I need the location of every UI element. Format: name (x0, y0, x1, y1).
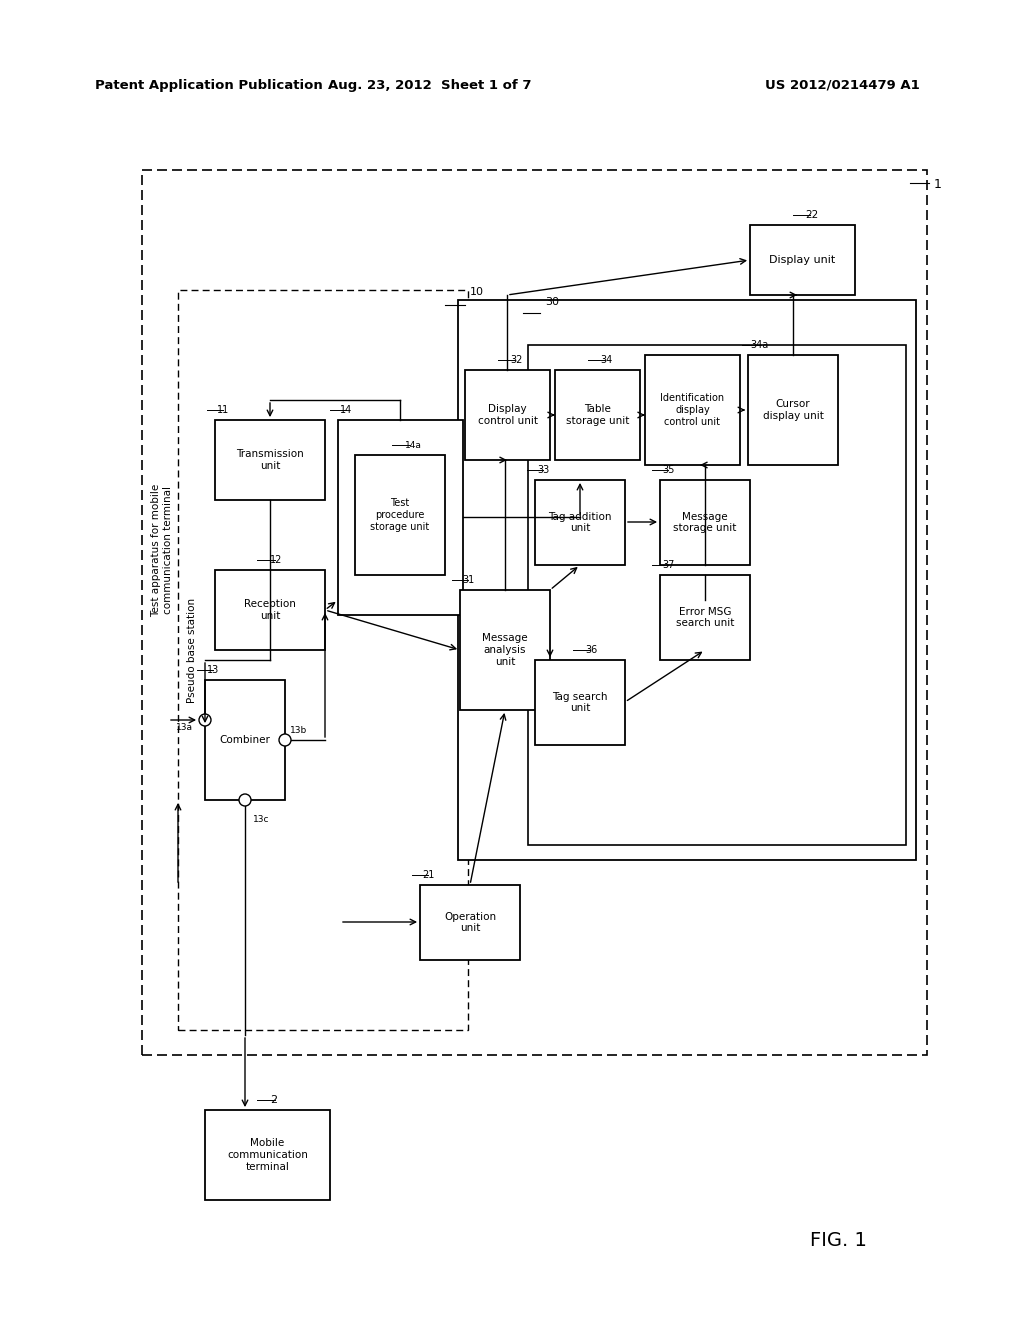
Bar (215, 570, 325, 649)
Text: Table
storage unit: Table storage unit (566, 404, 629, 426)
Text: 33: 33 (537, 465, 549, 475)
Text: 22: 22 (805, 210, 818, 220)
Text: 13b: 13b (290, 726, 307, 735)
Text: 36: 36 (585, 645, 597, 655)
Text: Control unit: Control unit (370, 512, 431, 523)
Bar (748, 355, 838, 465)
Text: 34a: 34a (750, 341, 768, 350)
Text: 37: 37 (662, 560, 675, 570)
Text: Reception
unit: Reception unit (244, 599, 296, 620)
Text: Operation
unit: Operation unit (444, 912, 496, 933)
Text: 30: 30 (545, 297, 559, 308)
Text: Error MSG
search unit: Error MSG search unit (676, 607, 734, 628)
Bar (555, 370, 640, 459)
Text: 14: 14 (340, 405, 352, 414)
Text: 14a: 14a (406, 441, 422, 450)
Bar (205, 680, 285, 800)
Text: Message
storage unit: Message storage unit (674, 512, 736, 533)
Text: Combiner: Combiner (219, 735, 270, 744)
Text: Pseudo base station: Pseudo base station (187, 598, 197, 702)
Text: Display unit: Display unit (769, 255, 836, 265)
Circle shape (199, 714, 211, 726)
Text: 1: 1 (934, 178, 942, 191)
Text: Patent Application Publication: Patent Application Publication (95, 78, 323, 91)
Text: Identification
display
control unit: Identification display control unit (660, 393, 725, 426)
Text: US 2012/0214479 A1: US 2012/0214479 A1 (765, 78, 920, 91)
Text: Tag addition
unit: Tag addition unit (548, 512, 611, 533)
Text: Tag search
unit: Tag search unit (552, 692, 608, 713)
Text: Mobile
communication
terminal: Mobile communication terminal (227, 1138, 308, 1172)
Circle shape (239, 795, 251, 807)
Text: 35: 35 (662, 465, 675, 475)
Bar (215, 420, 325, 500)
Bar (142, 170, 927, 1055)
Circle shape (279, 734, 291, 746)
Text: Transmission
unit: Transmission unit (237, 449, 304, 471)
Bar (355, 455, 445, 576)
Text: Cursor
display unit: Cursor display unit (763, 399, 823, 421)
Bar (535, 480, 625, 565)
Bar (660, 576, 750, 660)
Text: Display
control unit: Display control unit (477, 404, 538, 426)
Text: 2: 2 (270, 1096, 278, 1105)
Bar (750, 224, 855, 294)
Bar (535, 660, 625, 744)
Text: 21: 21 (422, 870, 434, 880)
Bar (205, 1110, 330, 1200)
Text: Test apparatus for mobile
communication terminal: Test apparatus for mobile communication … (152, 483, 173, 616)
Text: 31: 31 (462, 576, 474, 585)
Bar (460, 590, 550, 710)
Text: Test
procedure
storage unit: Test procedure storage unit (371, 499, 430, 532)
Text: 11: 11 (217, 405, 229, 414)
Bar (660, 480, 750, 565)
Bar (645, 355, 740, 465)
Text: Message
analysis
unit: Message analysis unit (482, 634, 527, 667)
Bar (338, 420, 463, 615)
Text: 12: 12 (270, 554, 283, 565)
Text: 13c: 13c (253, 814, 269, 824)
Text: 10: 10 (470, 286, 484, 297)
Text: Aug. 23, 2012  Sheet 1 of 7: Aug. 23, 2012 Sheet 1 of 7 (329, 78, 531, 91)
Text: 13a: 13a (176, 723, 193, 733)
Bar (528, 345, 906, 845)
Bar (465, 370, 550, 459)
Text: 34: 34 (600, 355, 612, 366)
Bar (458, 300, 916, 861)
Text: FIG. 1: FIG. 1 (810, 1230, 867, 1250)
Text: 32: 32 (510, 355, 522, 366)
Text: 13: 13 (207, 665, 219, 675)
Bar (178, 290, 468, 1030)
Bar (420, 884, 520, 960)
